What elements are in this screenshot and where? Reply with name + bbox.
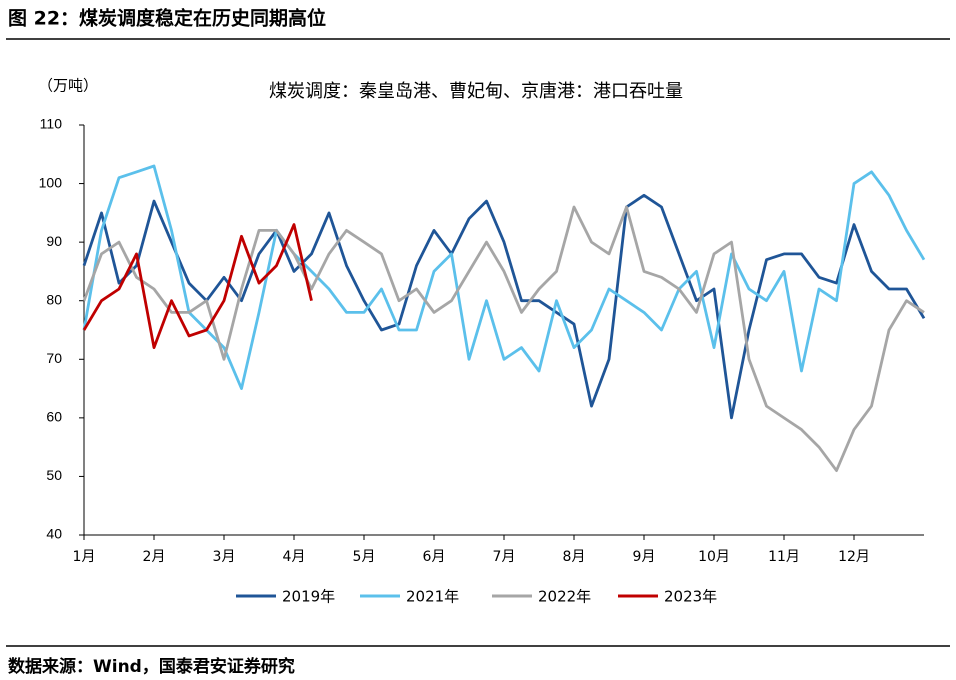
legend-label: 2021年 <box>406 588 459 606</box>
x-tick-label: 8月 <box>563 549 586 565</box>
x-tick-label: 5月 <box>353 549 376 565</box>
x-tick-label: 7月 <box>493 549 516 565</box>
x-tick-label: 1月 <box>73 549 96 565</box>
x-tick-label: 6月 <box>423 549 446 565</box>
x-tick-label: 2月 <box>143 549 166 565</box>
chart-title: 煤炭调度：秦皇岛港、曹妃甸、京唐港：港口吞吐量 <box>269 81 683 102</box>
legend-label: 2023年 <box>664 588 717 606</box>
figure-title: 图 22：煤炭调度稳定在历史同期高位 <box>8 7 326 30</box>
y-tick-label: 70 <box>46 350 62 366</box>
legend-label: 2022年 <box>538 588 591 606</box>
series-line <box>82 193 926 420</box>
x-tick-label: 3月 <box>213 549 236 565</box>
series-line <box>82 164 926 390</box>
series-line <box>82 223 313 349</box>
y-tick-label: 80 <box>46 291 62 307</box>
x-tick-label: 9月 <box>633 549 656 565</box>
y-tick-label: 100 <box>39 174 63 190</box>
y-axis-unit: （万吨） <box>38 77 98 95</box>
source-note: 数据来源：Wind，国泰君安证券研究 <box>8 656 295 677</box>
x-tick-label: 11月 <box>768 549 800 565</box>
series-line <box>82 205 925 472</box>
y-tick-label: 40 <box>46 526 62 542</box>
y-tick-label: 50 <box>46 467 62 483</box>
y-tick-label: 110 <box>40 116 63 132</box>
y-tick-label: 60 <box>46 409 62 425</box>
x-tick-label: 4月 <box>283 549 306 565</box>
y-tick-label: 90 <box>46 233 62 249</box>
x-tick-label: 10月 <box>698 549 730 565</box>
legend-label: 2019年 <box>282 588 335 606</box>
x-tick-label: 12月 <box>838 549 870 565</box>
